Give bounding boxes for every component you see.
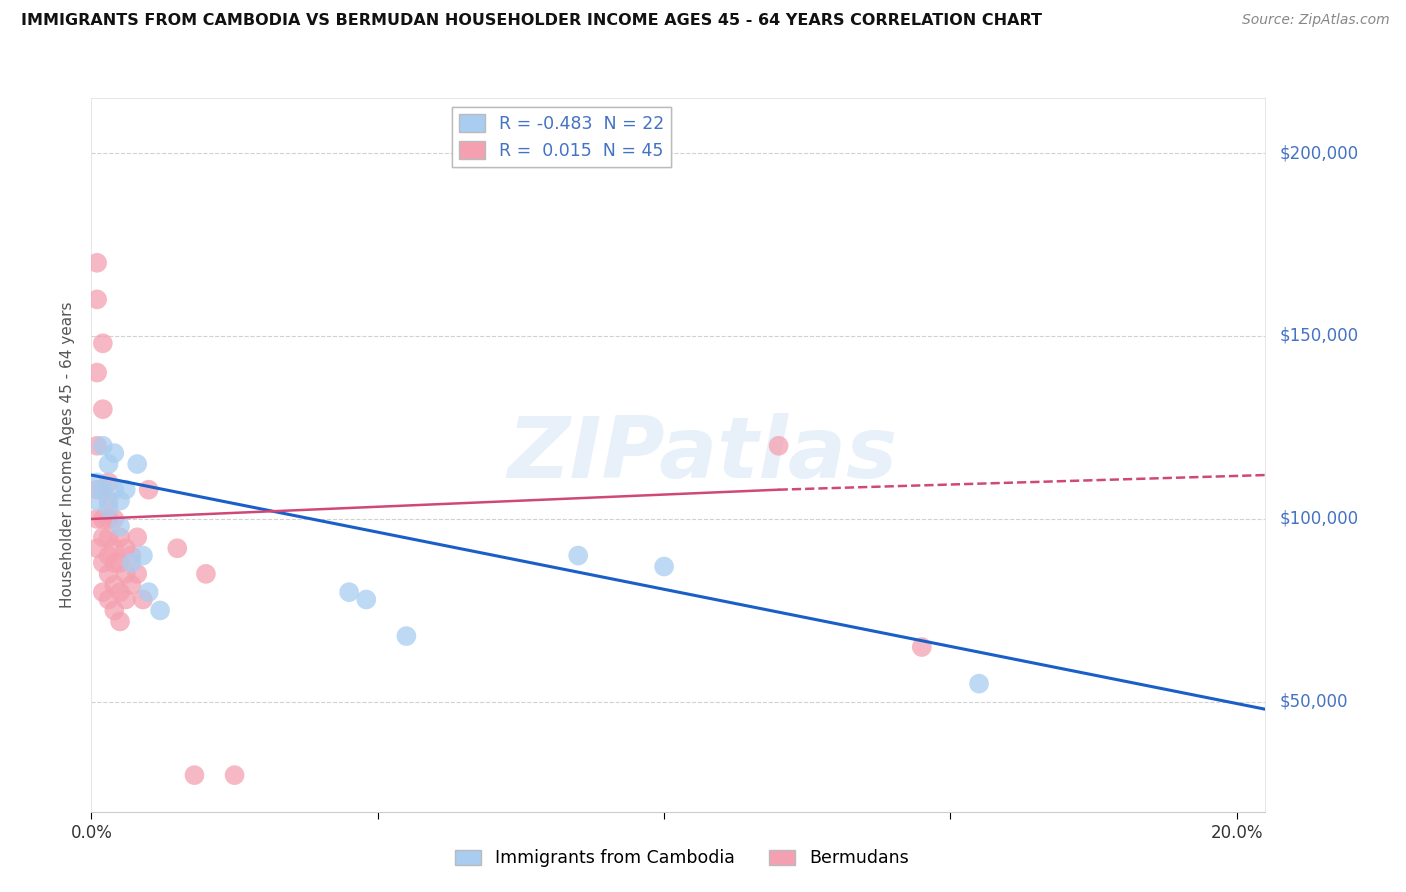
Point bbox=[97, 457, 120, 471]
Point bbox=[149, 603, 172, 617]
Point bbox=[103, 578, 125, 592]
Point bbox=[86, 493, 108, 508]
Point bbox=[138, 585, 160, 599]
Point bbox=[114, 566, 136, 581]
Point bbox=[768, 439, 790, 453]
Point bbox=[103, 446, 125, 460]
Point bbox=[97, 475, 120, 490]
Point bbox=[91, 585, 114, 599]
Point bbox=[103, 556, 125, 570]
Point bbox=[114, 541, 136, 556]
Point bbox=[86, 483, 108, 497]
Point bbox=[86, 439, 108, 453]
Point bbox=[91, 402, 114, 417]
Text: ZIPatlas: ZIPatlas bbox=[506, 413, 897, 497]
Point bbox=[108, 519, 131, 533]
Point bbox=[91, 556, 114, 570]
Point bbox=[138, 483, 160, 497]
Y-axis label: Householder Income Ages 45 - 64 years: Householder Income Ages 45 - 64 years bbox=[60, 301, 76, 608]
Point bbox=[97, 566, 120, 581]
Point bbox=[91, 483, 114, 497]
Point bbox=[356, 592, 378, 607]
Point bbox=[127, 530, 149, 544]
Point bbox=[103, 512, 125, 526]
Point bbox=[395, 629, 418, 643]
Text: $200,000: $200,000 bbox=[1279, 144, 1358, 162]
Point bbox=[121, 549, 143, 563]
Point bbox=[91, 512, 114, 526]
Point bbox=[97, 512, 120, 526]
Point bbox=[97, 530, 120, 544]
Point bbox=[91, 530, 114, 544]
Point bbox=[91, 439, 114, 453]
Point bbox=[97, 549, 120, 563]
Point bbox=[103, 603, 125, 617]
Point bbox=[194, 566, 217, 581]
Point bbox=[121, 578, 143, 592]
Text: IMMIGRANTS FROM CAMBODIA VS BERMUDAN HOUSEHOLDER INCOME AGES 45 - 64 YEARS CORRE: IMMIGRANTS FROM CAMBODIA VS BERMUDAN HOU… bbox=[21, 13, 1042, 29]
Point bbox=[103, 483, 125, 497]
Text: Source: ZipAtlas.com: Source: ZipAtlas.com bbox=[1241, 13, 1389, 28]
Point bbox=[108, 493, 131, 508]
Point bbox=[91, 483, 114, 497]
Point bbox=[127, 457, 149, 471]
Point bbox=[108, 585, 131, 599]
Point bbox=[108, 530, 131, 544]
Point bbox=[127, 566, 149, 581]
Point bbox=[91, 336, 114, 351]
Point bbox=[121, 556, 143, 570]
Point bbox=[967, 676, 990, 690]
Point bbox=[132, 549, 155, 563]
Legend: Immigrants from Cambodia, Bermudans: Immigrants from Cambodia, Bermudans bbox=[449, 843, 915, 874]
Point bbox=[86, 475, 108, 490]
Point bbox=[86, 256, 108, 270]
Point bbox=[103, 541, 125, 556]
Point bbox=[337, 585, 360, 599]
Point bbox=[86, 541, 108, 556]
Point bbox=[97, 592, 120, 607]
Point bbox=[183, 768, 205, 782]
Point bbox=[166, 541, 188, 556]
Point bbox=[97, 500, 120, 515]
Point bbox=[224, 768, 246, 782]
Point bbox=[86, 293, 108, 307]
Point bbox=[86, 366, 108, 380]
Point bbox=[97, 493, 120, 508]
Text: $100,000: $100,000 bbox=[1279, 510, 1358, 528]
Point bbox=[114, 592, 136, 607]
Point bbox=[132, 592, 155, 607]
Legend: R = -0.483  N = 22, R =  0.015  N = 45: R = -0.483 N = 22, R = 0.015 N = 45 bbox=[453, 107, 671, 167]
Point bbox=[108, 615, 131, 629]
Text: $150,000: $150,000 bbox=[1279, 327, 1358, 345]
Text: $50,000: $50,000 bbox=[1279, 693, 1348, 711]
Point bbox=[108, 556, 131, 570]
Point bbox=[114, 483, 136, 497]
Point bbox=[911, 640, 934, 654]
Point bbox=[567, 549, 589, 563]
Point bbox=[86, 512, 108, 526]
Point bbox=[652, 559, 675, 574]
